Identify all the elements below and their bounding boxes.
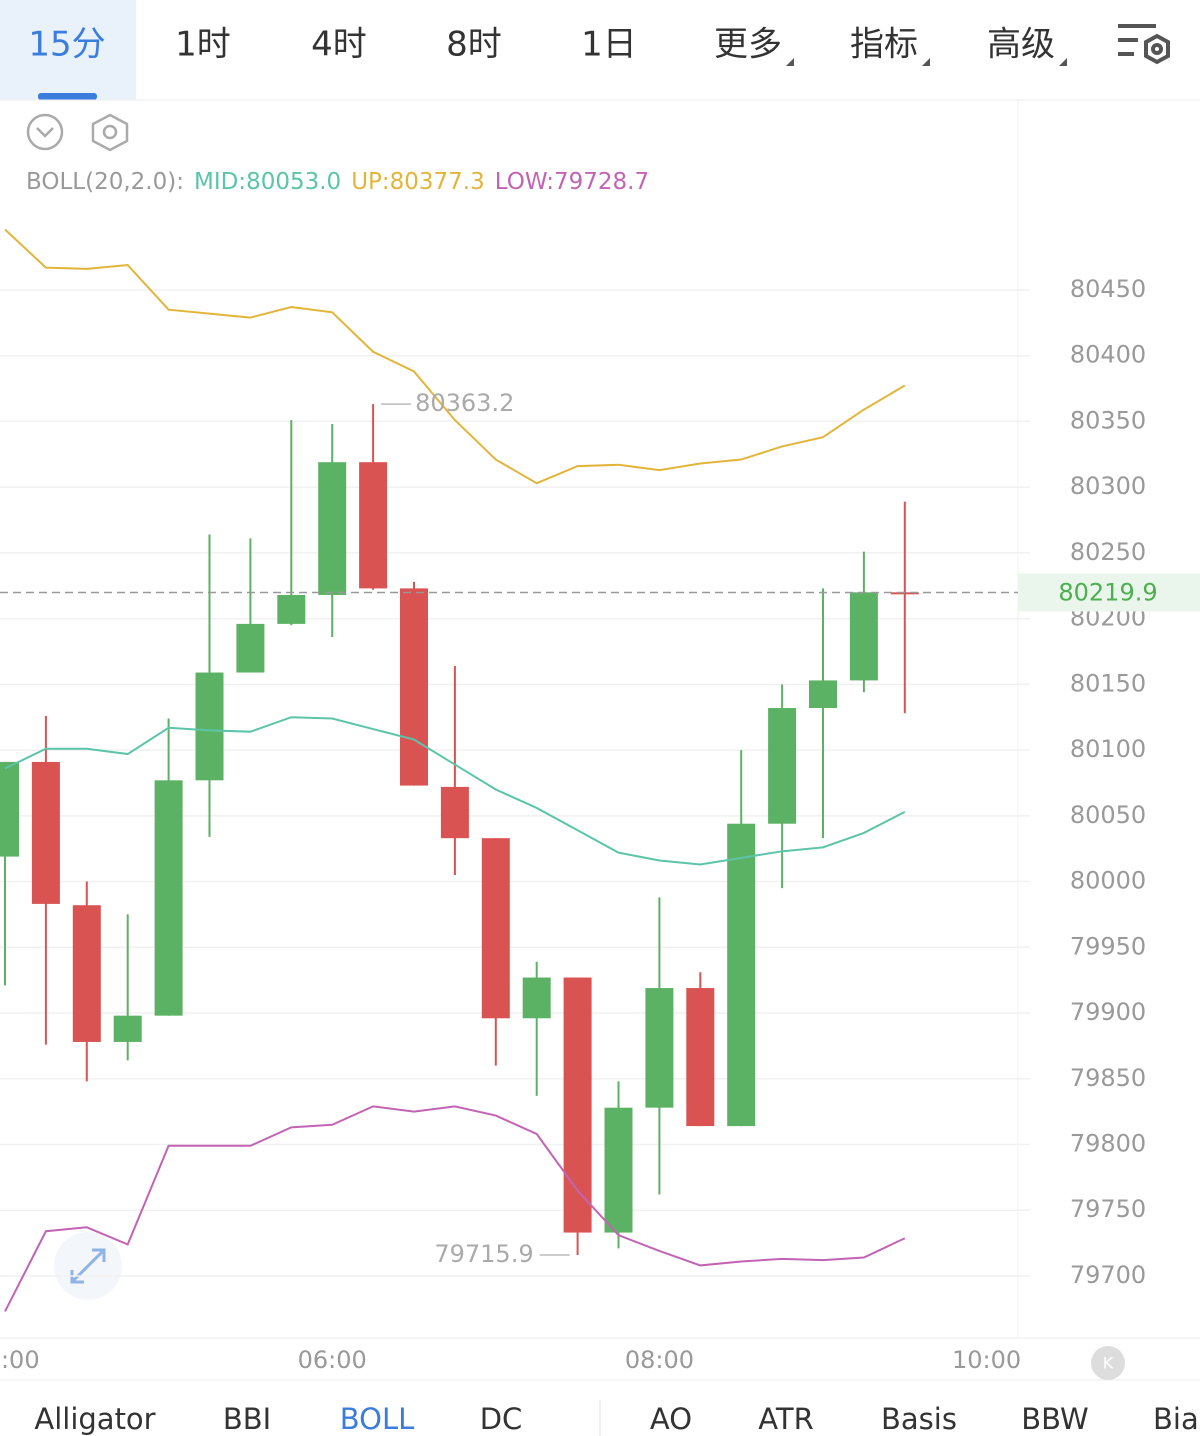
- candle-body: [195, 672, 224, 781]
- candle-body: [236, 623, 265, 673]
- x-tick-label: 10:00: [952, 1346, 1021, 1374]
- expand-icon[interactable]: [54, 1232, 122, 1300]
- candle-body: [31, 761, 60, 904]
- y-tick-label: 80150: [1070, 669, 1146, 697]
- legend-text: BOLL(20,2.0):: [26, 169, 184, 195]
- y-tick-label: 80300: [1070, 472, 1146, 500]
- candle-body: [849, 592, 878, 681]
- tab[interactable]: 高级: [987, 25, 1055, 65]
- y-tick-label: 80000: [1070, 867, 1146, 895]
- boll-line: [4, 716, 906, 866]
- y-tick-label: 79700: [1070, 1261, 1146, 1289]
- collapse-icon[interactable]: [26, 113, 64, 151]
- candle-body: [72, 905, 101, 1042]
- candle-body: [359, 462, 388, 589]
- settings-icon[interactable]: [1118, 24, 1170, 65]
- indicator-legend: BOLL(20,2.0): MID:80053.0 UP:80377.3 LOW:79…: [26, 169, 649, 195]
- indicator-tab[interactable]: BOLL: [340, 1402, 415, 1436]
- candle-body: [400, 588, 428, 786]
- candle-body: [522, 977, 551, 1019]
- tab[interactable]: 1时: [175, 25, 231, 65]
- x-tick-label: 04:00: [0, 1346, 40, 1374]
- candle-body: [440, 786, 469, 839]
- price-label: 80219.9: [1058, 578, 1157, 606]
- candle-body: [318, 462, 347, 595]
- tab[interactable]: 4时: [311, 25, 367, 65]
- y-tick-label: 80350: [1070, 406, 1146, 434]
- scroll-latest-button[interactable]: K: [1091, 1346, 1125, 1380]
- indicator-tab[interactable]: BBI: [223, 1402, 271, 1436]
- tab[interactable]: 更多: [714, 25, 782, 65]
- tab[interactable]: 1日: [581, 25, 637, 65]
- dropdown-caret: [1059, 58, 1067, 66]
- boll-line: [4, 1105, 906, 1312]
- candle-body: [563, 977, 592, 1233]
- indicator-tab[interactable]: Bias: [1153, 1402, 1200, 1436]
- legend-text: UP:: [351, 169, 389, 195]
- y-tick-label: 80400: [1070, 341, 1146, 369]
- candle-body: [604, 1107, 633, 1233]
- tab[interactable]: 指标: [850, 25, 918, 65]
- dropdown-caret: [922, 58, 930, 66]
- x-tick-label: 06:00: [298, 1346, 367, 1374]
- candle-body: [686, 988, 715, 1127]
- candle-body: [113, 1015, 142, 1042]
- legend-text: 80053.0: [246, 169, 341, 195]
- y-tick-label: 79850: [1070, 1064, 1146, 1092]
- annotation: 79715.9: [434, 1240, 533, 1268]
- dropdown-caret: [786, 58, 794, 66]
- active-tab-indicator: [38, 93, 97, 100]
- tab[interactable]: 15分: [28, 25, 105, 65]
- candle-body: [890, 592, 919, 595]
- y-tick-label: 80050: [1070, 801, 1146, 829]
- y-tick-label: 79900: [1070, 998, 1146, 1026]
- legend-text: MID:: [194, 169, 246, 195]
- candle-body: [0, 761, 19, 857]
- svg-text:K: K: [1103, 1354, 1114, 1373]
- settings-hex-icon[interactable]: [91, 113, 129, 152]
- y-tick-label: 79950: [1070, 932, 1146, 960]
- legend-text: 80377.3: [390, 169, 485, 195]
- y-tick-label: 80250: [1070, 538, 1146, 566]
- indicator-tab[interactable]: AO: [650, 1402, 692, 1436]
- x-tick-label: 08:00: [625, 1346, 694, 1374]
- tab[interactable]: 8时: [446, 25, 502, 65]
- candle-body: [481, 838, 510, 1019]
- candle-body: [809, 680, 837, 709]
- indicator-tab[interactable]: Alligator: [34, 1402, 155, 1436]
- candle-body: [727, 823, 756, 1127]
- legend-text: LOW:: [495, 169, 554, 195]
- candle-body: [277, 594, 306, 624]
- boll-line: [4, 228, 906, 485]
- indicator-tab[interactable]: BBW: [1021, 1402, 1088, 1436]
- annotation: 80363.2: [415, 389, 514, 417]
- y-tick-label: 79750: [1070, 1195, 1146, 1223]
- candle-body: [768, 708, 797, 824]
- price-label-bg: [1018, 573, 1200, 612]
- active-tab-bg: [0, 0, 136, 100]
- indicator-tab[interactable]: DC: [480, 1402, 523, 1436]
- y-tick-label: 80100: [1070, 735, 1146, 763]
- legend-text: 79728.7: [554, 169, 649, 195]
- indicator-tab[interactable]: ATR: [758, 1402, 813, 1436]
- candle-body: [154, 780, 183, 1016]
- candle-body: [645, 988, 674, 1108]
- y-tick-label: 79800: [1070, 1129, 1146, 1157]
- y-tick-label: 80450: [1070, 275, 1146, 303]
- indicator-tab[interactable]: Basis: [881, 1402, 957, 1436]
